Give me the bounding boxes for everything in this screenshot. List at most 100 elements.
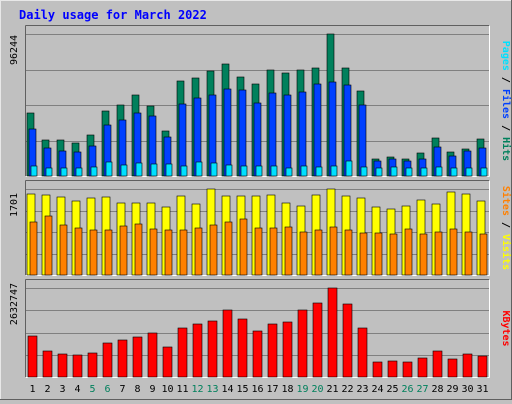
bar-kbytes-day-2 xyxy=(42,350,53,378)
x-tick-label-day-20: 20 xyxy=(311,384,323,395)
x-tick-label-day-9: 9 xyxy=(149,384,155,395)
bar-kbytes-day-26 xyxy=(402,361,413,378)
panel-legend: KBytes xyxy=(500,310,511,346)
bar-pages-day-13 xyxy=(210,162,218,177)
x-tick-label-day-31: 31 xyxy=(476,384,488,395)
bar-kbytes-day-28 xyxy=(432,350,443,378)
bar-files-day-14 xyxy=(223,88,232,177)
bar-kbytes-day-13 xyxy=(207,320,218,378)
bar-kbytes-day-23 xyxy=(357,327,368,378)
bar-pages-day-28 xyxy=(435,166,443,177)
bar-pages-day-20 xyxy=(315,166,323,177)
bar-kbytes-day-7 xyxy=(117,339,128,378)
bar-sites-day-22 xyxy=(344,229,353,276)
bar-kbytes-day-14 xyxy=(222,309,233,378)
x-tick-label-day-12: 12 xyxy=(191,384,203,395)
chart-panels: 96244 Pages / Files / Hits 1701 Sites / Vis… xyxy=(9,25,512,378)
bar-pages-day-10 xyxy=(165,163,173,177)
bar-kbytes-day-5 xyxy=(87,352,98,378)
bar-sites-day-8 xyxy=(134,223,143,276)
bar-sites-day-31 xyxy=(479,233,488,276)
x-tick-label-day-16: 16 xyxy=(251,384,263,395)
panel-max-label: 2632747 xyxy=(9,283,20,325)
bar-sites-day-16 xyxy=(254,227,263,276)
bar-kbytes-day-29 xyxy=(447,358,458,378)
legend-entry: Files xyxy=(500,89,512,119)
bar-kbytes-day-21 xyxy=(327,287,338,378)
bar-pages-day-22 xyxy=(345,160,353,177)
x-tick-label-day-4: 4 xyxy=(74,384,80,395)
bar-kbytes-day-6 xyxy=(102,342,113,378)
bar-kbytes-day-20 xyxy=(312,302,323,378)
x-tick-label-day-24: 24 xyxy=(371,384,383,395)
bar-kbytes-day-3 xyxy=(57,353,68,378)
bar-kbytes-day-8 xyxy=(132,336,143,378)
bar-files-day-17 xyxy=(268,92,277,177)
x-tick-label-day-8: 8 xyxy=(134,384,140,395)
bar-kbytes-day-1 xyxy=(27,335,38,378)
x-tick-label-day-2: 2 xyxy=(44,384,50,395)
bar-kbytes-day-4 xyxy=(72,354,83,378)
x-tick-label-day-14: 14 xyxy=(221,384,233,395)
x-tick-label-day-19: 19 xyxy=(296,384,308,395)
x-tick-label-day-25: 25 xyxy=(386,384,398,395)
bar-sites-day-3 xyxy=(59,224,68,276)
bar-pages-day-15 xyxy=(240,165,248,177)
bar-sites-day-25 xyxy=(389,233,398,276)
bar-sites-day-26 xyxy=(404,228,413,276)
chart-title: Daily usage for March 2022 xyxy=(19,8,207,22)
panel-legend: Pages / Files / Hits xyxy=(500,41,512,161)
bar-pages-day-4 xyxy=(75,167,83,177)
bar-sites-day-6 xyxy=(104,229,113,276)
x-tick-label-day-7: 7 xyxy=(119,384,125,395)
x-tick-label-day-30: 30 xyxy=(461,384,473,395)
bar-sites-day-12 xyxy=(194,227,203,276)
legend-entry: Sites xyxy=(500,186,512,216)
bar-files-day-15 xyxy=(238,89,247,177)
panel-max-label: 96244 xyxy=(9,35,20,65)
bar-files-day-16 xyxy=(253,102,262,177)
panel-visits-sites: 1701 Sites / Visits xyxy=(9,180,512,276)
bar-pages-day-26 xyxy=(405,167,413,177)
bar-sites-day-17 xyxy=(269,227,278,276)
bar-pages-day-7 xyxy=(120,164,128,177)
bar-kbytes-day-30 xyxy=(462,353,473,378)
x-tick-label-day-23: 23 xyxy=(356,384,368,395)
bar-pages-day-19 xyxy=(300,165,308,177)
bar-sites-day-15 xyxy=(239,218,248,276)
legend-entry: / xyxy=(500,216,511,234)
panel-legend: Sites / Visits xyxy=(500,186,512,270)
bar-files-day-18 xyxy=(283,94,292,177)
bar-pages-day-2 xyxy=(45,167,53,177)
bar-kbytes-day-15 xyxy=(237,318,248,378)
bar-pages-day-12 xyxy=(195,161,203,177)
legend-entry: / xyxy=(500,119,511,137)
x-axis-day-labels: 1 2 3 4 5 6 7 8 9 10 11 12 13 14 15 16 17 18 19 20 21 22 23 24 2… xyxy=(29,384,488,395)
bar-pages-day-31 xyxy=(480,167,488,177)
bar-pages-day-8 xyxy=(135,162,143,177)
bar-sites-day-28 xyxy=(434,231,443,276)
bar-pages-day-5 xyxy=(90,166,98,177)
x-tick-label-day-28: 28 xyxy=(431,384,443,395)
x-tick-label-day-15: 15 xyxy=(236,384,248,395)
bar-pages-day-3 xyxy=(60,167,68,177)
legend-entry: Hits xyxy=(500,137,512,161)
bar-sites-day-27 xyxy=(419,233,428,276)
x-tick-label-day-3: 3 xyxy=(59,384,65,395)
bar-sites-day-20 xyxy=(314,229,323,276)
bar-sites-day-9 xyxy=(149,228,158,276)
legend-entry: Pages xyxy=(500,41,511,71)
bar-sites-day-19 xyxy=(299,231,308,276)
bar-kbytes-day-22 xyxy=(342,303,353,378)
panel-kbytes: 2632747 KBytes xyxy=(9,279,511,378)
x-tick-label-day-10: 10 xyxy=(161,384,173,395)
bar-kbytes-day-16 xyxy=(252,330,263,378)
bar-files-day-20 xyxy=(313,83,322,177)
bar-kbytes-day-31 xyxy=(477,355,488,378)
legend-entry: / xyxy=(500,71,511,89)
x-tick-label-day-1: 1 xyxy=(29,384,35,395)
legend-entry: Visits xyxy=(500,234,512,270)
bar-sites-day-10 xyxy=(164,229,173,276)
x-tick-label-day-5: 5 xyxy=(89,384,95,395)
